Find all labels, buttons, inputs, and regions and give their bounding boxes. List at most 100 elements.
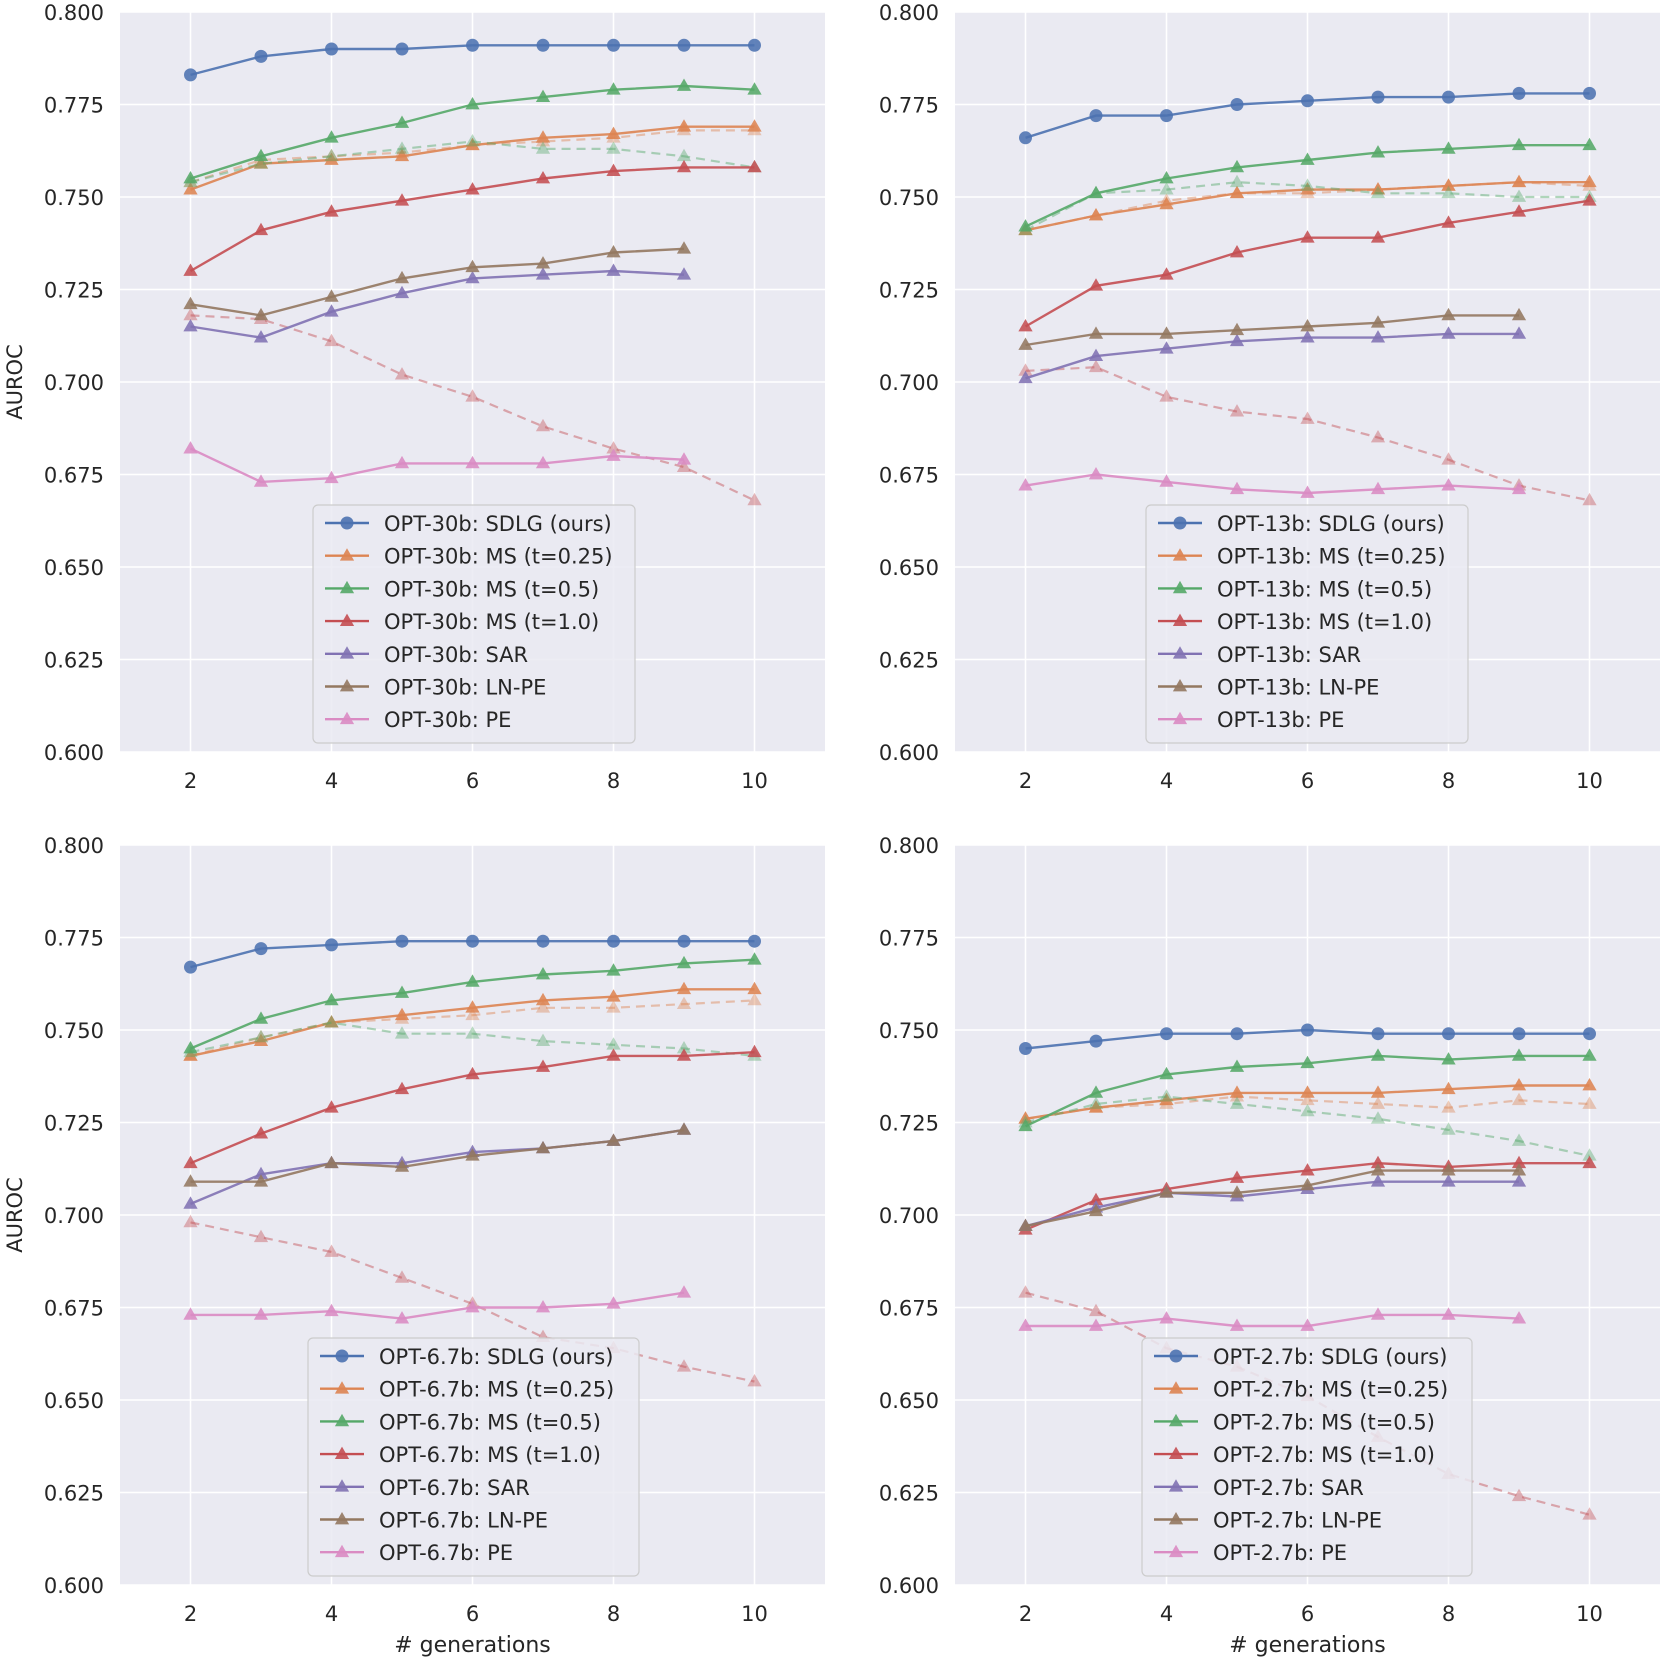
data-point [253,307,269,321]
data-point [394,455,410,469]
y-tick-label: 0.750 [44,1019,104,1043]
data-point [465,1000,480,1013]
dashed-series-point [1511,1488,1527,1502]
chart-panel-2: 0.600 0.625 0.650 0.675 0.700 0.725 0.750 0.775… [879,1,1660,793]
data-point [253,222,269,236]
data-point [1018,478,1033,491]
legend-marker [1168,1512,1184,1525]
data-point [1300,1163,1315,1176]
dashed-series-point [1582,492,1597,506]
data-point [747,952,762,965]
data-point [465,1066,480,1080]
data-point [607,38,620,52]
data-point [676,452,692,465]
dashed-series-point [1159,389,1174,402]
data-point [676,159,692,173]
data-point [324,1100,339,1113]
legend-label: OPT-13b: MS (t=0.25) [1217,545,1446,569]
dashed-series-point [465,389,480,402]
data-point [253,1174,269,1187]
legend-marker [1173,516,1187,530]
data-point [1300,1177,1315,1191]
legend-item: OPT-6.7b: LN-PE [320,1509,548,1533]
legend-marker [339,613,355,626]
data-point [535,130,551,143]
dashed-series-point [1370,430,1386,443]
legend-item: OPT-2.7b: SAR [1154,1476,1364,1500]
y-tick-label: 0.650 [879,1389,939,1413]
y-tick-label: 0.700 [44,371,104,395]
data-point [1159,196,1174,210]
data-point [1512,86,1526,100]
data-point [1019,131,1032,145]
legend-marker [334,1544,350,1558]
data-point [1441,478,1456,491]
y-tick-label: 0.750 [879,186,939,210]
legend-item: OPT-13b: MS (t=0.5) [1158,577,1432,601]
data-point [1300,1318,1315,1331]
data-point [676,1122,692,1135]
legend-item: OPT-30b: MS (t=0.5) [325,577,599,601]
y-tick-label: 0.700 [879,1204,939,1228]
dashed-series-line [190,140,755,184]
data-point [606,263,621,276]
series-ln_pe [1018,1163,1527,1231]
legend-item: OPT-30b: MS (t=1.0) [325,610,599,634]
y-tick-label: 0.725 [44,1112,104,1136]
data-point [1229,185,1245,199]
dashed-series-point [253,1229,269,1243]
data-point [253,156,269,169]
data-point [394,1081,410,1095]
data-point [606,126,621,139]
legend: OPT-6.7b: SDLG (ours) OPT-6.7b: MS (t=0.2… [307,1337,640,1577]
data-point [1370,230,1386,243]
dashed-series-point [676,148,692,162]
data-point [676,1285,692,1298]
data-point [1088,326,1104,339]
x-tick-label: 2 [1019,769,1032,793]
data-point [1229,1318,1245,1331]
dashed-series-line [1025,1095,1590,1157]
legend-item: OPT-6.7b: MS (t=1.0) [320,1443,601,1467]
series-sdlg [184,38,761,82]
series-line [190,1128,685,1183]
data-point [1229,481,1245,495]
data-point [606,1296,621,1309]
data-point [748,38,761,52]
y-tick-label: 0.675 [879,1297,939,1321]
data-point [1441,326,1456,339]
legend: OPT-2.7b: SDLG (ours) OPT-2.7b: MS (t=0.2… [1141,1337,1473,1577]
legend-item: OPT-2.7b: MS (t=0.5) [1154,1410,1435,1434]
dashed-series-point [1018,1285,1033,1298]
y-tick-label: 0.775 [879,927,939,951]
data-point [1088,1203,1104,1217]
data-point [677,934,691,948]
data-point [183,1174,198,1187]
y-tick-label: 0.625 [44,1482,104,1506]
y-tick-label: 0.800 [879,1,939,25]
data-point [1442,90,1455,104]
legend-label: OPT-13b: PE [1217,708,1344,732]
data-point [1441,215,1456,228]
data-point [1511,137,1527,151]
series-sdlg [1019,86,1596,145]
dashed-series-point [465,1026,480,1039]
y-tick-label: 0.650 [44,556,104,580]
series-sar [1018,326,1527,384]
x-tick-label: 2 [184,769,197,793]
data-point [1511,326,1527,339]
x-tick-label: 2 [184,1602,197,1626]
data-point [1300,1055,1315,1069]
y-tick-label: 0.600 [44,741,104,765]
x-tick-label: 6 [466,1602,479,1626]
data-point [747,981,762,995]
x-axis-label: # generations [1229,1633,1386,1658]
data-point [1159,1311,1174,1324]
data-point [676,119,692,132]
data-point [1229,1059,1245,1072]
series-line [1025,1169,1519,1228]
dashed-series-line [1025,366,1590,502]
data-point [1018,1318,1033,1331]
data-point [1582,1155,1597,1169]
data-point [535,992,551,1006]
